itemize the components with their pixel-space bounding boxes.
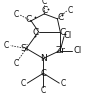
- Text: C: C: [33, 28, 39, 37]
- Text: Cl: Cl: [64, 31, 72, 40]
- Text: C: C: [42, 0, 47, 6]
- Text: Si: Si: [20, 44, 29, 53]
- Text: C: C: [60, 79, 66, 88]
- Text: Zr: Zr: [55, 46, 65, 55]
- Text: C: C: [13, 10, 19, 19]
- Text: C: C: [41, 86, 46, 95]
- Text: C: C: [13, 59, 19, 68]
- Text: C: C: [4, 41, 9, 50]
- Text: C: C: [68, 6, 73, 15]
- Text: Cl: Cl: [73, 46, 81, 55]
- Text: N: N: [40, 54, 47, 63]
- Text: C: C: [57, 13, 63, 22]
- Text: C: C: [25, 15, 31, 24]
- Text: C: C: [41, 6, 47, 15]
- Text: C: C: [60, 28, 66, 37]
- Text: C: C: [21, 79, 26, 88]
- Text: C: C: [40, 69, 46, 78]
